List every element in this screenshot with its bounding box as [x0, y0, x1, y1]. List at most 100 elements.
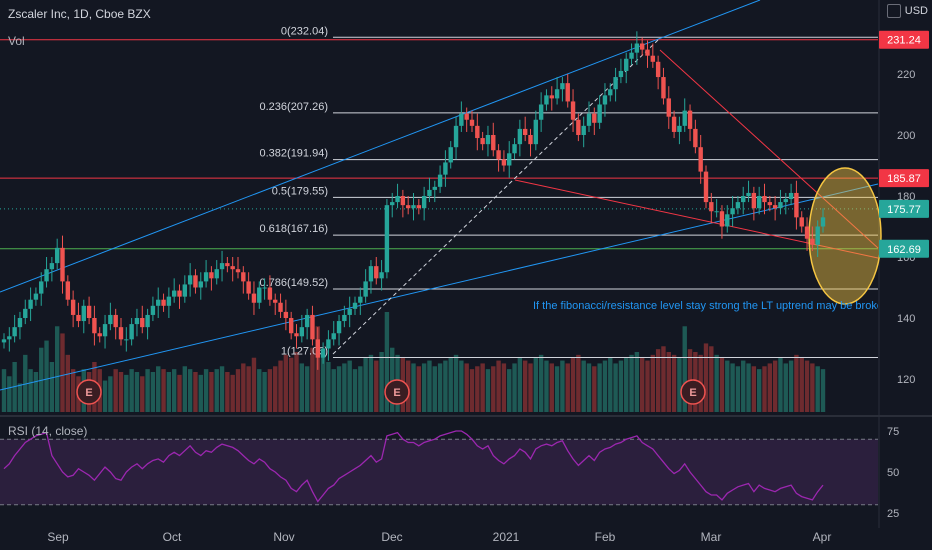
candle-body [336, 321, 342, 334]
volume-bar [54, 326, 60, 412]
candle-body [677, 125, 682, 132]
volume-bar [576, 354, 581, 412]
candle-body [448, 147, 453, 163]
volume-bar [682, 326, 687, 412]
candle-body [257, 287, 262, 303]
candle-body [496, 150, 501, 160]
candle-body [54, 247, 60, 264]
volume-bar [815, 366, 820, 412]
candle-body [326, 339, 331, 349]
volume-bar [171, 369, 177, 412]
candle-body [661, 77, 666, 99]
volume-bar [267, 369, 273, 412]
candle-body [666, 98, 671, 117]
candle-body [65, 281, 71, 300]
candle-body [352, 302, 358, 309]
volume-bar [772, 360, 778, 412]
price-badge-label: 231.24 [887, 35, 921, 47]
volume-bar [177, 374, 182, 412]
volume-bar [150, 372, 156, 412]
volume-bar [735, 366, 741, 412]
volume-bar [182, 366, 188, 412]
volume-bar [751, 366, 757, 412]
candle-body [203, 272, 209, 282]
rsi-tick-label: 75 [887, 426, 899, 438]
volume-bar [124, 374, 129, 412]
candle-body [459, 113, 464, 126]
candle-body [331, 333, 336, 340]
candle-body [198, 281, 203, 288]
earnings-marker-label: E [689, 387, 696, 399]
volume-bar [113, 369, 118, 412]
volume-bar [719, 357, 725, 412]
time-tick-label: Sep [47, 530, 69, 544]
volume-bar [453, 354, 459, 412]
price-badge [879, 199, 929, 218]
volume-bar [709, 346, 714, 412]
volume-bar [666, 352, 671, 412]
candle-body [1, 339, 7, 343]
volume-bar [778, 357, 783, 412]
volume-bar [677, 357, 682, 412]
candle-body [597, 104, 602, 123]
volume-bar [448, 357, 453, 412]
candle-body [320, 348, 326, 358]
volume-bar [241, 363, 246, 412]
candle-body [453, 125, 459, 148]
volume-bar [549, 363, 554, 412]
volume-bar [326, 362, 331, 412]
volume-bar [517, 357, 523, 412]
price-badge [879, 239, 929, 258]
candle-body [693, 128, 698, 148]
candle-body [772, 205, 778, 209]
volume-bar [225, 372, 230, 412]
candle-body [171, 290, 177, 297]
candle-body [358, 296, 363, 303]
volume-bar [49, 362, 55, 412]
volume-bar [746, 363, 751, 412]
candle-body [618, 70, 624, 78]
volume-bar [251, 357, 257, 412]
settings-icon[interactable] [886, 4, 901, 18]
volume-bar [533, 357, 539, 412]
volume-bar [166, 372, 172, 412]
volume-bar [134, 372, 140, 412]
volume-bar [634, 352, 640, 412]
volume-bar [491, 366, 496, 412]
time-tick-label: 2021 [493, 530, 520, 544]
volume-bar [7, 376, 12, 412]
price-badge-label: 162.69 [887, 244, 921, 256]
volume-bar [714, 354, 719, 412]
price-tick-label: 140 [897, 313, 915, 325]
volume-bar [161, 369, 166, 412]
volume-bar [310, 347, 315, 412]
volume-bar [299, 363, 305, 412]
candle-body [804, 226, 810, 239]
candle-body [650, 55, 656, 62]
volume-bar [560, 360, 565, 412]
time-tick-label: Apr [813, 530, 832, 544]
candle-body [719, 211, 725, 227]
currency-label[interactable]: USD [904, 5, 928, 17]
candle-body [241, 272, 246, 282]
candle-body [501, 159, 507, 166]
volume-bar [273, 366, 278, 412]
volume-bar [219, 366, 225, 412]
volume-bar [209, 372, 214, 412]
candle-body [405, 205, 411, 209]
candle-body [400, 196, 406, 206]
candle-body [182, 284, 188, 297]
symbol-title: Zscaler Inc, 1D, Cboe BZX [8, 7, 151, 21]
volume-bar [725, 360, 730, 412]
candle-body [735, 202, 741, 209]
candle-body [624, 58, 629, 71]
price-tick-label: 200 [897, 130, 915, 142]
volume-bar [374, 360, 379, 412]
candle-body [639, 43, 645, 50]
candle-body [395, 196, 400, 203]
candle-body [480, 138, 485, 145]
candle-body [613, 77, 618, 90]
candle-body [140, 318, 145, 328]
volume-bar [187, 369, 193, 412]
